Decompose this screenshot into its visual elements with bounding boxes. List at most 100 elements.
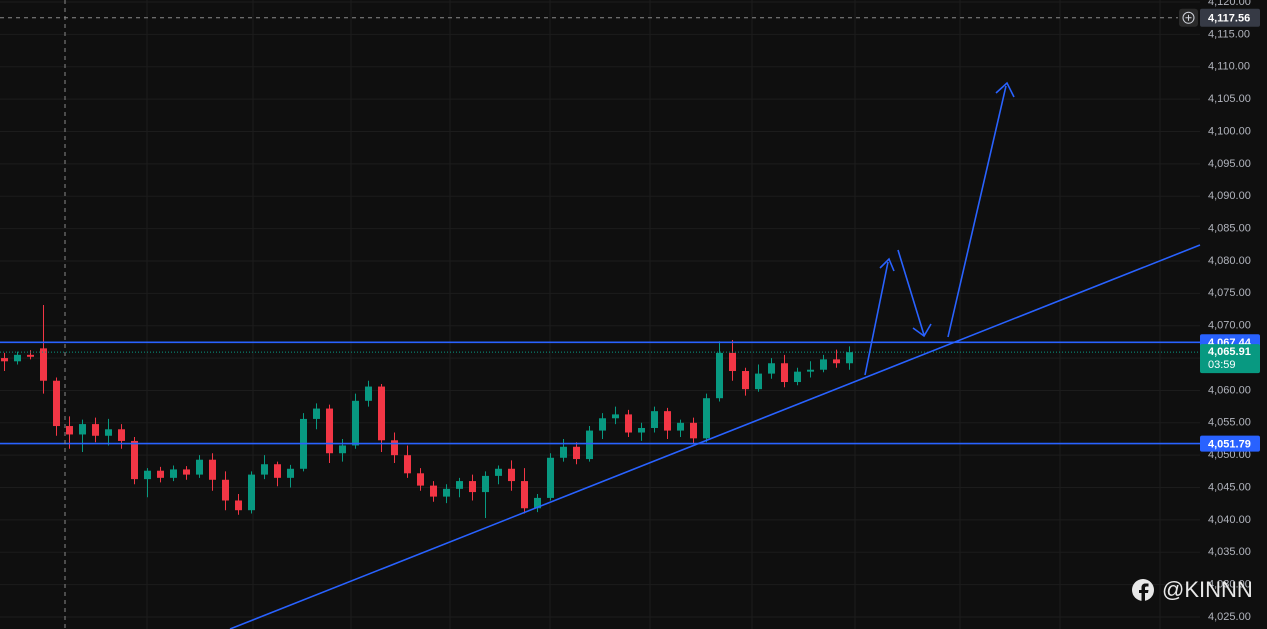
candle-body bbox=[131, 440, 138, 480]
candle-body bbox=[651, 411, 658, 428]
candle-body bbox=[495, 468, 502, 476]
candle-body bbox=[27, 354, 34, 357]
candle-body bbox=[781, 363, 788, 383]
candle-body bbox=[469, 481, 476, 493]
candle-body bbox=[53, 380, 60, 427]
candle-body bbox=[287, 468, 294, 478]
candle-body bbox=[157, 470, 164, 478]
y-tick-label: 4,045.00 bbox=[1208, 481, 1251, 493]
y-tick-label: 4,090.00 bbox=[1208, 190, 1251, 202]
candle-body bbox=[339, 445, 346, 454]
y-tick-label: 4,050.00 bbox=[1208, 449, 1251, 461]
drawings bbox=[229, 81, 1201, 629]
candle-body bbox=[794, 371, 801, 383]
y-tick-label: 4,120.00 bbox=[1208, 0, 1251, 8]
candle-body bbox=[833, 359, 840, 364]
crosshair-plus-icon bbox=[1182, 11, 1195, 24]
candle-body bbox=[703, 398, 710, 439]
candle-body bbox=[820, 359, 827, 370]
crosshair-plus-glyph bbox=[1185, 14, 1192, 21]
candle-body bbox=[417, 473, 424, 486]
candle-body bbox=[313, 408, 320, 419]
crosshair-label: 4,117.56 bbox=[1208, 13, 1250, 25]
candle-body bbox=[456, 481, 463, 489]
candle-body bbox=[690, 422, 697, 439]
candle-body bbox=[846, 352, 853, 364]
candle-body bbox=[573, 446, 580, 460]
candle-body bbox=[716, 352, 723, 399]
watermark: @KINNN bbox=[1132, 577, 1253, 602]
candle-body bbox=[1, 358, 8, 362]
candle-body bbox=[14, 354, 21, 362]
candle-body bbox=[560, 446, 567, 458]
candle-body bbox=[66, 426, 73, 435]
candle-body bbox=[209, 459, 216, 480]
candle-body bbox=[664, 411, 671, 431]
candle-body bbox=[79, 424, 86, 435]
candle-body bbox=[508, 468, 515, 482]
candle-body bbox=[482, 475, 489, 493]
candle-body bbox=[352, 400, 359, 446]
candle-body bbox=[391, 440, 398, 456]
arrow bbox=[897, 249, 932, 338]
y-tick-label: 4,055.00 bbox=[1208, 417, 1251, 429]
candle-body bbox=[92, 424, 99, 436]
y-tick-label: 4,040.00 bbox=[1208, 514, 1251, 526]
candle-body bbox=[261, 464, 268, 475]
candle-body bbox=[586, 430, 593, 460]
candle-body bbox=[105, 429, 112, 436]
level-tag bbox=[1200, 435, 1260, 452]
trend-line bbox=[229, 244, 1201, 629]
watermark-text: @KINNN bbox=[1162, 577, 1253, 602]
countdown: 03:59 bbox=[1208, 359, 1236, 371]
candle-body bbox=[443, 488, 450, 497]
candle-body bbox=[235, 500, 242, 511]
candle-body bbox=[430, 485, 437, 497]
y-tick-label: 4,085.00 bbox=[1208, 222, 1251, 234]
candle-body bbox=[326, 408, 333, 454]
y-tick-label: 4,030.00 bbox=[1208, 579, 1251, 591]
y-tick-label: 4,095.00 bbox=[1208, 158, 1251, 170]
candle-body bbox=[729, 352, 736, 372]
vertical-grid bbox=[146, 0, 1161, 629]
candle-body bbox=[768, 363, 775, 374]
candle-body bbox=[40, 348, 47, 381]
candle-body bbox=[404, 455, 411, 474]
candle-body bbox=[170, 469, 177, 478]
facebook-glyph bbox=[1139, 583, 1149, 601]
last-price-label: 4,065.91 bbox=[1208, 346, 1251, 358]
candle-body bbox=[807, 369, 814, 372]
candle-body bbox=[677, 422, 684, 431]
arrow bbox=[947, 81, 1015, 338]
arrow bbox=[864, 257, 895, 376]
y-tick-label: 4,110.00 bbox=[1208, 61, 1250, 73]
y-tick-label: 4,105.00 bbox=[1208, 93, 1251, 105]
candle-body bbox=[248, 474, 255, 511]
y-tick-label: 4,080.00 bbox=[1208, 255, 1251, 267]
candle-body bbox=[196, 459, 203, 475]
y-tick-label: 4,025.00 bbox=[1208, 611, 1251, 623]
last-price-tag bbox=[1200, 344, 1260, 374]
y-tick-label: 4,060.00 bbox=[1208, 384, 1251, 396]
candle-body bbox=[547, 457, 554, 498]
candle-body bbox=[534, 497, 541, 509]
candle-body bbox=[183, 469, 190, 475]
candle-body bbox=[742, 371, 749, 390]
y-tick-label: 4,075.00 bbox=[1208, 287, 1251, 299]
candle-body bbox=[274, 464, 281, 478]
y-tick-label: 4,070.00 bbox=[1208, 320, 1251, 332]
level-label: 4,051.79 bbox=[1208, 438, 1251, 450]
candle-body bbox=[365, 386, 372, 401]
candle-body bbox=[625, 414, 632, 433]
y-tick-label: 4,115.00 bbox=[1208, 28, 1250, 40]
candle-body bbox=[118, 429, 125, 441]
candle-body bbox=[378, 386, 385, 441]
y-tick-label: 4,100.00 bbox=[1208, 125, 1251, 137]
candle-body bbox=[612, 414, 619, 419]
candle-body bbox=[144, 470, 151, 480]
crosshair-tag bbox=[1200, 8, 1260, 27]
candle-body bbox=[521, 481, 528, 509]
candle-body bbox=[599, 418, 606, 431]
